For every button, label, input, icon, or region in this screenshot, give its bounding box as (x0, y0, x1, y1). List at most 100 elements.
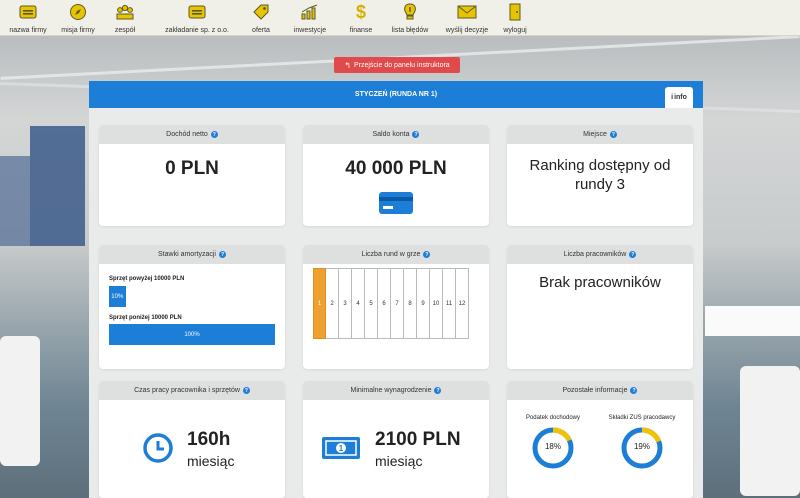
card-header: Saldo konta? (303, 125, 489, 144)
dollar-icon: $ (355, 1, 366, 22)
instructor-panel-button[interactable]: ↰ Przejście do panelu instruktora (334, 57, 460, 73)
round-cell: 9 (417, 268, 430, 339)
depreciation-bar-above: 10% (109, 286, 275, 307)
help-icon[interactable]: ? (434, 387, 442, 394)
info-button-label: info (674, 94, 687, 101)
compass-icon (68, 2, 88, 22)
nav-finance[interactable]: $ finanse (344, 0, 378, 36)
nav-label: lista błędów (391, 27, 429, 34)
round-cell: 6 (378, 268, 391, 339)
help-icon[interactable]: ? (630, 387, 638, 394)
nav-company-setup[interactable]: zakładanie sp. z o.o. (160, 0, 234, 36)
card-header: Dochód netto? (99, 125, 285, 144)
depreciation-value-above: 10% (111, 293, 124, 300)
nav-company-name[interactable]: nazwa firmy (6, 0, 50, 36)
card-header: Czas pracy pracownika i sprzętów? (99, 381, 285, 400)
round-cell: 10 (430, 268, 443, 339)
warning-icon (400, 2, 420, 22)
clock-icon (143, 433, 173, 468)
instructor-button-label: Przejście do panelu instruktora (353, 61, 450, 69)
chart-icon (300, 2, 320, 22)
zus-donut (621, 427, 663, 469)
help-icon[interactable]: ? (629, 251, 637, 258)
page-title: STYCZEŃ (RUNDA NR 1) (354, 91, 438, 98)
info-button[interactable]: i info (665, 87, 693, 108)
nav-investments[interactable]: inwestycje (290, 0, 330, 36)
card-net-income: Dochód netto? 0 PLN (99, 125, 285, 226)
employees-value: Brak pracowników (539, 274, 661, 291)
card-employees: Liczba pracowników? Brak pracowników (507, 245, 693, 369)
card-title: Pozostałe informacje (562, 387, 628, 394)
credit-card-icon (379, 192, 413, 219)
card-title: Stawki amortyzacji (158, 251, 216, 258)
card-header: Minimalne wynagrodzenie? (303, 381, 489, 400)
card-title: Liczba rund w grze (361, 251, 421, 258)
help-icon[interactable]: ? (423, 251, 431, 258)
card-ranking-place: Miejsce? Ranking dostępny od rundy 3 (507, 125, 693, 226)
nav-send-decisions[interactable]: wyślij decyzje (444, 0, 490, 36)
nav-label: misja firmy (61, 27, 95, 34)
card-rounds: Liczba rund w grze? 1 2 3 4 5 6 7 8 9 10 11 12 (303, 245, 489, 369)
team-icon (115, 2, 135, 22)
round-cell: 11 (443, 268, 456, 339)
depreciation-bar-below: 100% (109, 324, 275, 345)
depreciation-label-above: Sprzęt powyżej 10000 PLN (109, 276, 185, 282)
minimum-wage-value: 2100 PLN (375, 429, 461, 450)
panel-header: STYCZEŃ (RUNDA NR 1) i info (89, 81, 703, 108)
depreciation-fill-below: 100% (109, 324, 275, 345)
round-cell: 7 (391, 268, 404, 339)
nav-label: inwestycje (293, 27, 327, 34)
nav-offer[interactable]: oferta (246, 0, 276, 36)
card-header: Pozostałe informacje? (507, 381, 693, 400)
banknote-icon: 1 (321, 436, 361, 465)
card-title: Saldo konta (372, 131, 410, 138)
card-title: Minimalne wynagrodzenie (350, 387, 432, 394)
account-balance-value: 40 000 PLN (345, 158, 447, 179)
depreciation-label-below: Sprzęt poniżej 10000 PLN (109, 315, 182, 321)
zus-stat: Składki ZUS pracodawcy 19% (597, 415, 687, 470)
card-header: Liczba pracowników? (507, 245, 693, 264)
card-title: Czas pracy pracownika i sprzętów (134, 387, 240, 394)
card-title: Dochód netto (166, 131, 208, 138)
minimum-wage-unit: miesiąc (375, 453, 423, 469)
card-account-balance: Saldo konta? 40 000 PLN (303, 125, 489, 226)
nav-label: wyślij decyzje (445, 27, 489, 34)
card-title: Liczba pracowników (563, 251, 627, 258)
nav-label: finanse (349, 27, 373, 34)
back-arrow-icon: ↰ (344, 60, 351, 70)
id-card-icon (18, 2, 38, 22)
door-icon (505, 2, 525, 22)
card-depreciation: Stawki amortyzacji? Sprzęt powyżej 10000… (99, 245, 285, 369)
depreciation-fill-above: 10% (109, 286, 126, 307)
net-income-value: 0 PLN (165, 158, 219, 179)
main-panel: STYCZEŃ (RUNDA NR 1) i info Dochód netto… (89, 81, 703, 498)
card-minimum-wage: Minimalne wynagrodzenie? 1 2100 PLN mies… (303, 381, 489, 498)
help-icon[interactable]: ? (210, 131, 218, 138)
card-header: Stawki amortyzacji? (99, 245, 285, 264)
help-icon[interactable]: ? (242, 387, 250, 394)
help-icon[interactable]: ? (412, 131, 420, 138)
nav-label: zespół (114, 27, 136, 34)
nav-label: zakładanie sp. z o.o. (165, 27, 229, 34)
nav-label: wyloguj (503, 27, 527, 34)
zus-arc (621, 427, 663, 469)
card-title: Miejsce (583, 131, 607, 138)
nav-label: nazwa firmy (9, 27, 47, 34)
zus-value: 19% (633, 442, 650, 451)
ranking-value: Ranking dostępny od rundy 3 (529, 157, 671, 193)
round-cell: 4 (352, 268, 365, 339)
income-tax-label: Podatek dochodowy (525, 415, 581, 421)
nav-logout[interactable]: wyloguj (500, 0, 530, 36)
card-header: Miejsce? (507, 125, 693, 144)
nav-team[interactable]: zespół (108, 0, 142, 36)
round-cell: 5 (365, 268, 378, 339)
income-tax-arc (532, 427, 574, 469)
card-header: Liczba rund w grze? (303, 245, 489, 264)
nav-company-mission[interactable]: misja firmy (58, 0, 98, 36)
work-time-unit: miesiąc (187, 453, 235, 469)
card-other-info: Pozostałe informacje? Podatek dochodowy … (507, 381, 693, 498)
round-cell: 8 (404, 268, 417, 339)
help-icon[interactable]: ? (609, 131, 617, 138)
help-icon[interactable]: ? (218, 251, 226, 258)
nav-error-list[interactable]: lista błędów (390, 0, 430, 36)
